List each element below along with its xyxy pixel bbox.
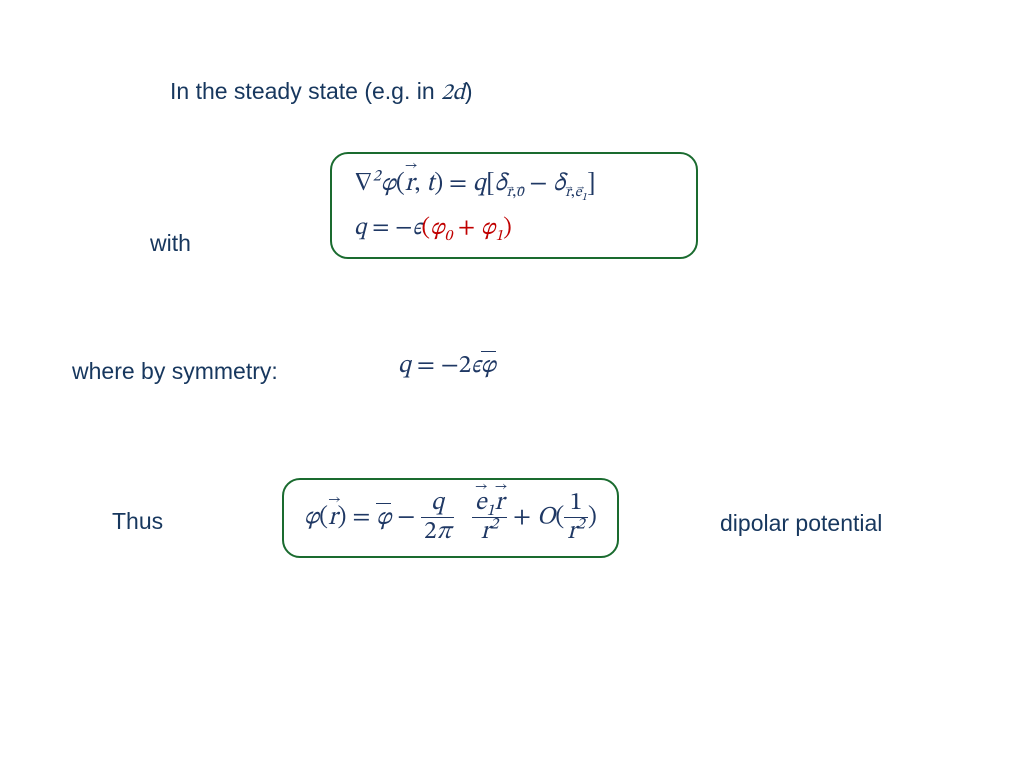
with-label: with — [150, 230, 191, 257]
intro-prefix: In the steady state (e.g. in — [170, 78, 441, 104]
symmetry-label: where by symmetry: — [72, 358, 278, 385]
intro-text: In the steady state (e.g. in 2d) — [170, 78, 473, 108]
laplace-equation: ∇2φ(r, t) = q[δr,0 − δr,e1] — [354, 168, 674, 199]
equation-box-2: φ(r) = φ − q 2π e1r r2 + O( 1 r2 ) — [282, 478, 619, 558]
thus-label: Thus — [112, 508, 163, 535]
symmetry-equation: q = −2ϵφ — [398, 350, 496, 381]
q-definition: q = −ϵ(φ0 + φ1) — [354, 213, 674, 243]
intro-math: 2d — [441, 82, 465, 105]
intro-suffix: ) — [465, 78, 473, 104]
equation-box-1: ∇2φ(r, t) = q[δr,0 − δr,e1] q = −ϵ(φ0 + … — [330, 152, 698, 259]
dipolar-label: dipolar potential — [720, 510, 882, 537]
dipolar-equation: φ(r) = φ − q 2π e1r r2 + O( 1 r2 ) — [304, 490, 597, 546]
